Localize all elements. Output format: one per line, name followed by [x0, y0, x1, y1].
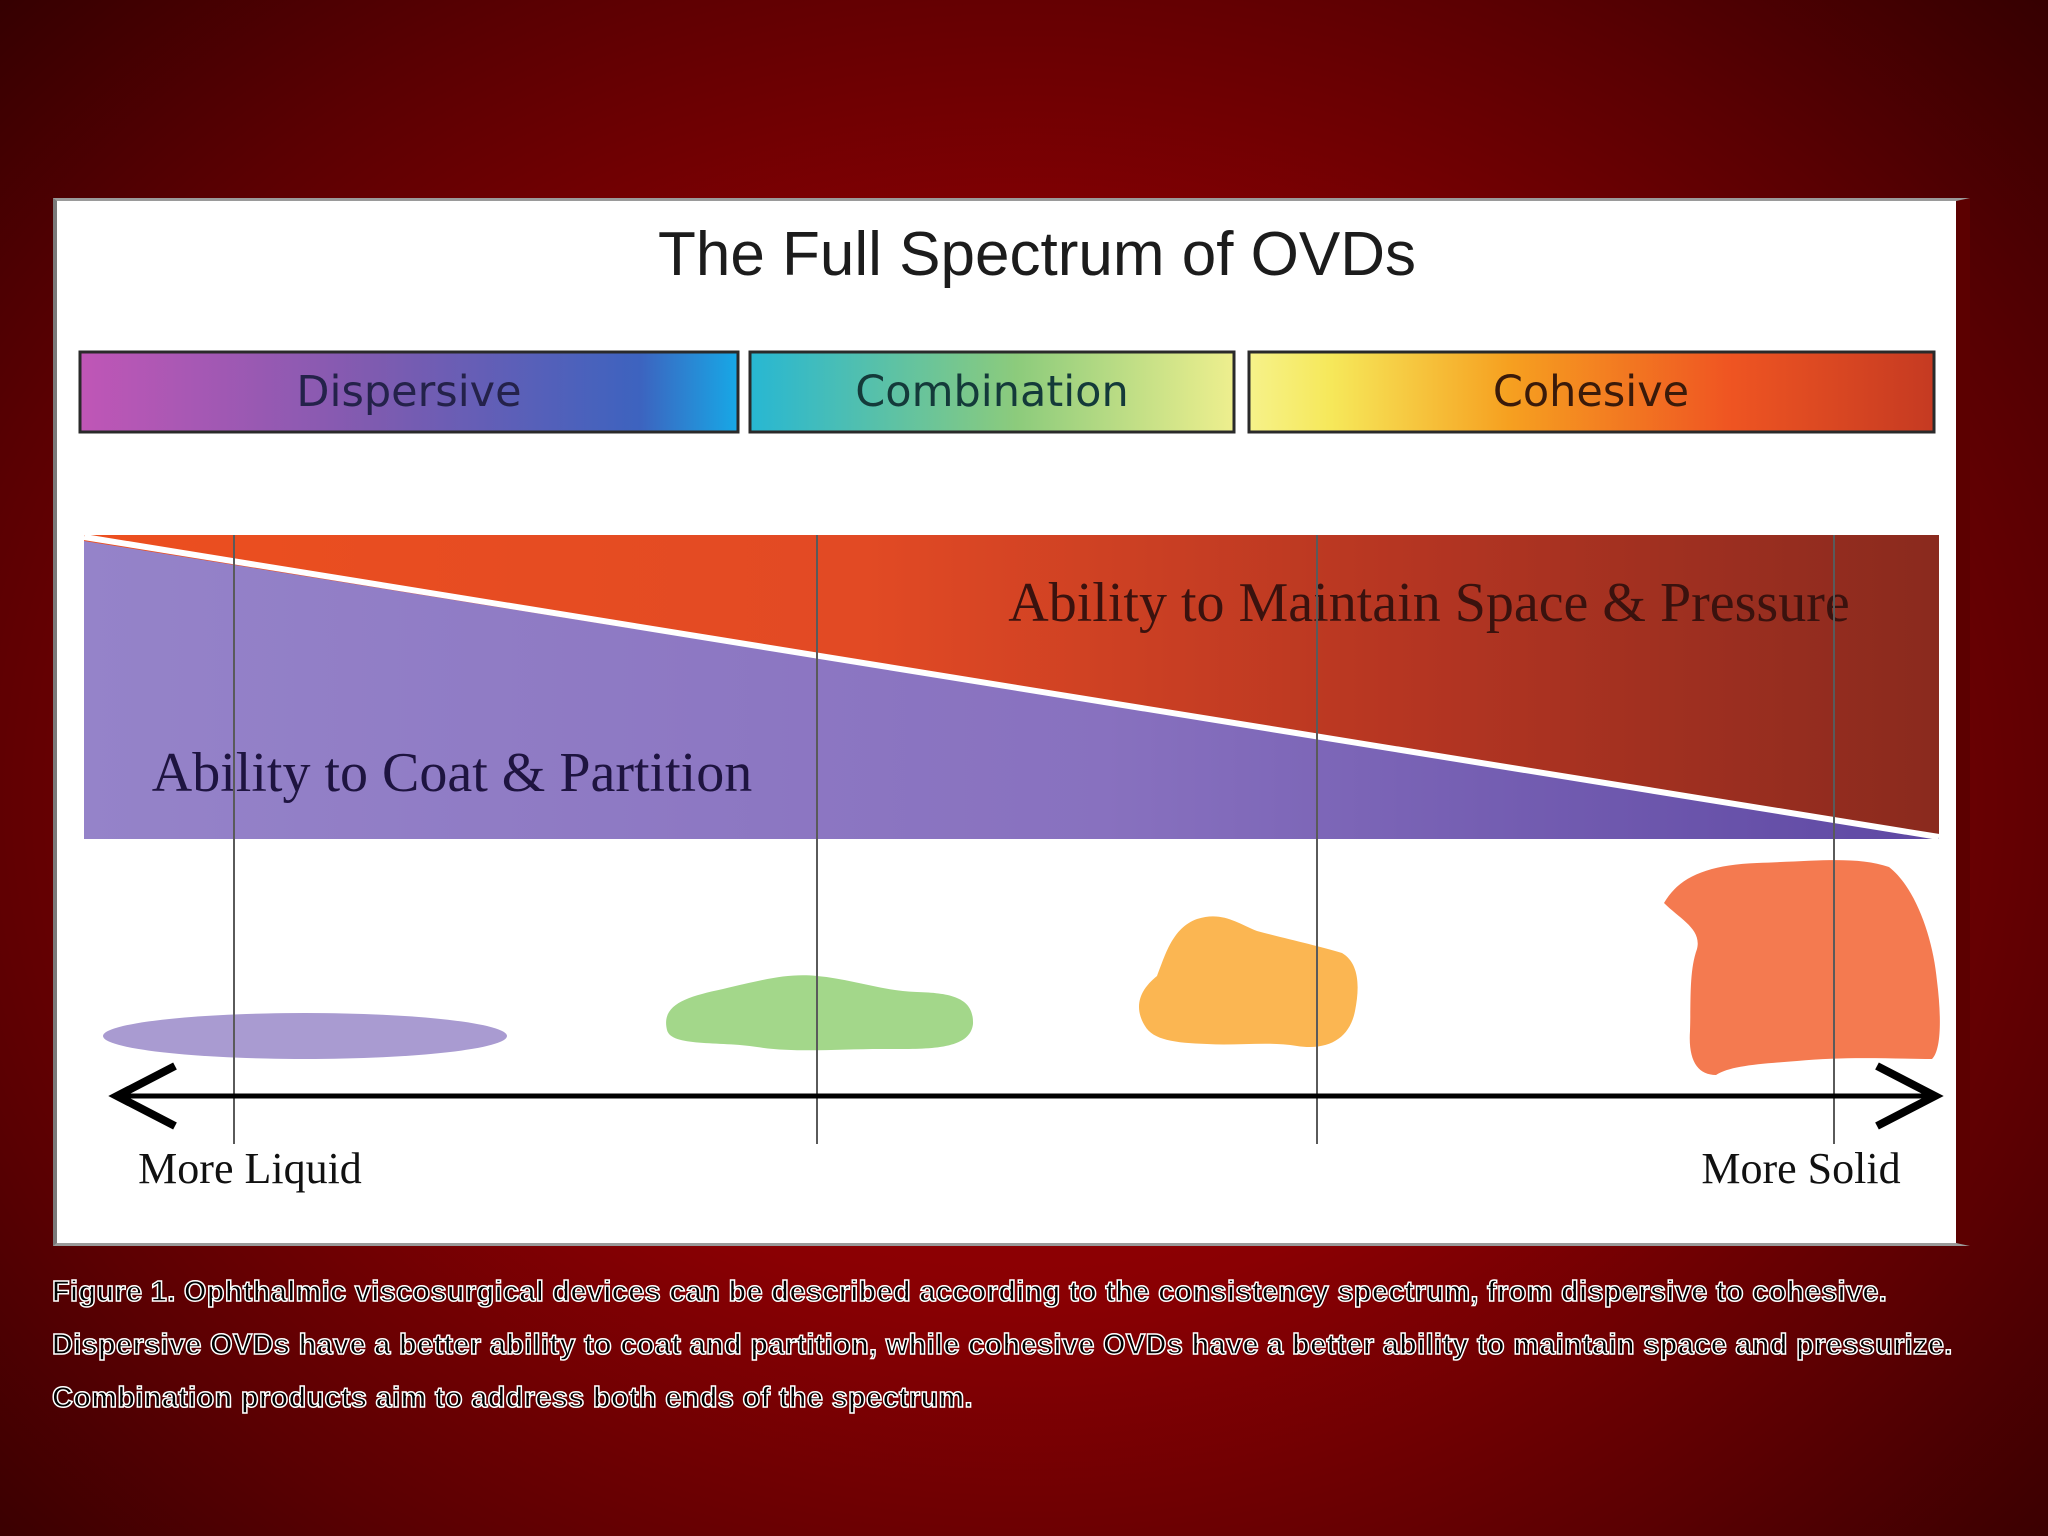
coat-partition-label: Ability to Coat & Partition [152, 742, 752, 804]
dispersive-band [78, 350, 740, 434]
ovd-spectrum-diagram: The Full Spectrum of OVDs Dispersive Com… [78, 220, 1944, 1193]
more-liquid-label: More Liquid [138, 1144, 362, 1193]
cohesive-blob [1138, 916, 1358, 1048]
category-bar: Dispersive Combination Cohesive [78, 350, 1936, 434]
combination-blob [666, 975, 974, 1051]
blobs [103, 860, 1940, 1075]
dispersive-label: Dispersive [296, 367, 521, 417]
diagram-title: The Full Spectrum of OVDs [658, 220, 1416, 289]
liquid-blob [103, 1013, 507, 1059]
more-solid-label: More Solid [1701, 1144, 1900, 1193]
combination-label: Combination [855, 367, 1128, 417]
right-arrowhead-icon [1875, 1062, 1944, 1130]
solid-blob [1664, 860, 1940, 1075]
combination-band [748, 350, 1236, 434]
wedge-divider [83, 534, 1940, 840]
left-arrowhead-icon [108, 1062, 177, 1130]
cohesive-band [1247, 350, 1936, 434]
consistency-axis: More Liquid More Solid [108, 1062, 1944, 1193]
figure-caption: Figure 1. Ophthalmic viscosurgical devic… [51, 1275, 1953, 1415]
figure-panel: The Full Spectrum of OVDs Dispersive Com… [53, 198, 1970, 1246]
cohesive-label: Cohesive [1493, 367, 1689, 417]
ability-wedge: Ability to Maintain Space & Pressure Abi… [83, 534, 1940, 840]
maintain-space-label: Ability to Maintain Space & Pressure [1008, 572, 1849, 634]
spectrum-gridlines [233, 535, 1835, 1144]
